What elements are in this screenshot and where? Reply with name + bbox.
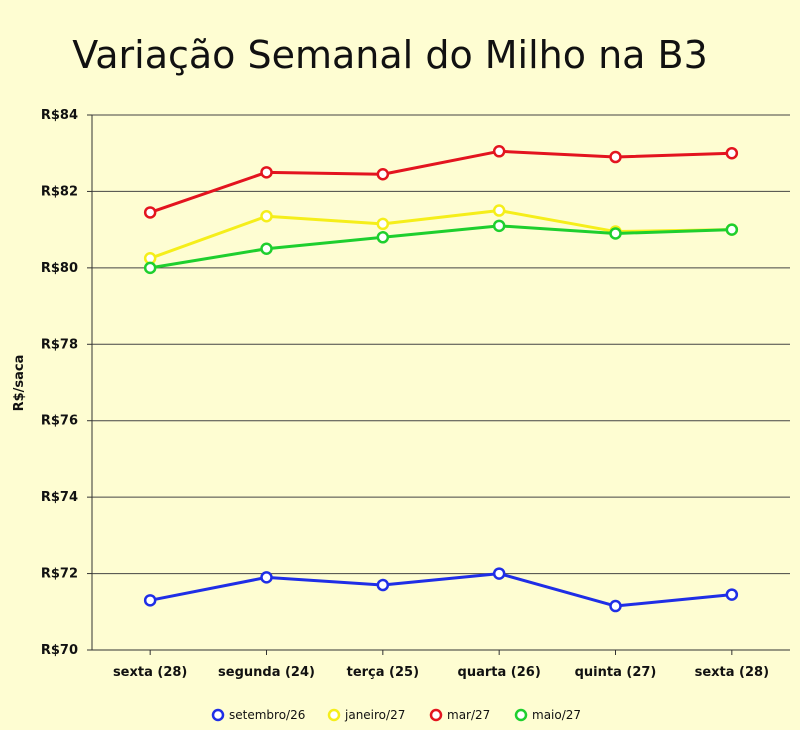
x-tick-label: sexta (28): [695, 665, 769, 680]
legend-label: setembro/26: [229, 708, 305, 722]
data-point[interactable]: [376, 231, 390, 244]
y-tick-label: R$80: [41, 261, 78, 276]
data-point[interactable]: [609, 227, 622, 240]
x-tick-label: quarta (26): [458, 665, 541, 680]
y-tick-label: R$74: [41, 490, 78, 505]
legend-label: janeiro/27: [344, 708, 405, 722]
data-point[interactable]: [492, 204, 506, 217]
y-tick-label: R$78: [41, 337, 78, 352]
y-tick-label: R$82: [41, 184, 78, 199]
x-tick-label: segunda (24): [218, 665, 315, 680]
data-point[interactable]: [492, 145, 506, 158]
series-lines: [143, 145, 739, 613]
legend-item[interactable]: mar/27: [429, 708, 490, 722]
data-point[interactable]: [609, 599, 622, 613]
legend-item[interactable]: setembro/26: [211, 708, 305, 722]
data-point[interactable]: [260, 242, 273, 255]
series-setembro/26: [143, 567, 739, 613]
series-maio/27: [143, 219, 739, 275]
data-point[interactable]: [492, 567, 506, 580]
x-tick-label: terça (25): [347, 665, 419, 680]
axes: R$70 R$72 R$74 R$76 R$78 R$80 R$82 R$84 sexta (2…: [41, 108, 790, 680]
x-tick-label: sexta (28): [113, 665, 187, 680]
legend-item[interactable]: maio/27: [514, 708, 581, 722]
data-point[interactable]: [260, 210, 273, 223]
y-tick-label: R$70: [41, 643, 78, 658]
data-point[interactable]: [725, 146, 739, 160]
x-tick-label: quinta (27): [575, 665, 657, 680]
y-axis-label: R$/saca: [12, 355, 27, 412]
data-point[interactable]: [260, 166, 273, 179]
data-point[interactable]: [260, 571, 273, 584]
legend-label: maio/27: [532, 708, 581, 722]
legend-item[interactable]: janeiro/27: [327, 708, 405, 722]
data-point[interactable]: [143, 206, 157, 219]
legend-label: mar/27: [447, 708, 490, 722]
data-point[interactable]: [376, 167, 390, 181]
series-line: [149, 149, 732, 214]
series-mar/27: [143, 145, 739, 219]
data-point[interactable]: [376, 217, 390, 231]
data-point[interactable]: [725, 223, 739, 236]
series-line: [149, 209, 732, 260]
data-point[interactable]: [725, 588, 739, 601]
data-point[interactable]: [492, 219, 506, 233]
y-tick-label: R$84: [41, 108, 78, 123]
legend-marker: [327, 708, 341, 722]
legend-marker: [514, 708, 528, 722]
y-tick-label: R$76: [41, 414, 78, 429]
data-point[interactable]: [143, 261, 157, 275]
legend[interactable]: setembro/26 janeiro/27 mar/27 maio/27: [211, 708, 581, 722]
series-line: [149, 572, 732, 608]
legend-marker: [429, 708, 443, 722]
data-point[interactable]: [376, 578, 390, 592]
y-tick-label: R$72: [41, 567, 78, 582]
legend-marker: [211, 708, 225, 722]
series-line: [149, 224, 732, 270]
data-point[interactable]: [609, 150, 622, 164]
data-point[interactable]: [143, 594, 157, 607]
chart-title: Variação Semanal do Milho na B3: [72, 33, 708, 77]
